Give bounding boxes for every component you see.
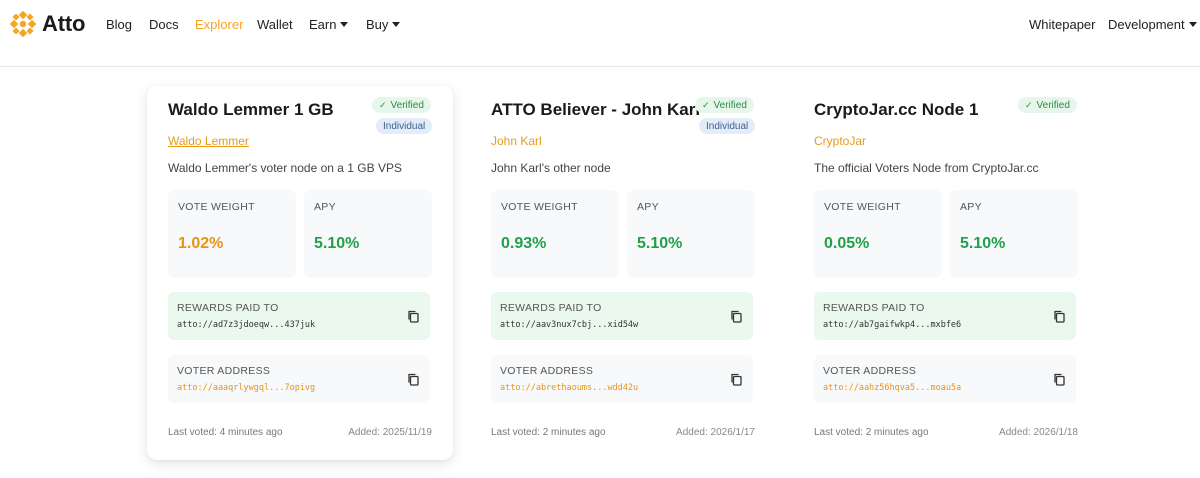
node-description: John Karl's other node	[491, 161, 611, 175]
nav-docs[interactable]: Docs	[149, 17, 179, 32]
voter-address-box: VOTER ADDRESS atto://aahz56hqva5...moau5…	[814, 355, 1076, 403]
apy-label: APY	[314, 201, 336, 213]
check-icon: ✓	[1025, 99, 1033, 110]
voter-address[interactable]: atto://abrethaoums...wdd42u	[500, 383, 639, 393]
last-voted: Last voted: 4 minutes ago	[168, 427, 283, 438]
chevron-down-icon	[392, 22, 401, 27]
copy-icon[interactable]	[730, 373, 742, 386]
nav-wallet[interactable]: Wallet	[257, 17, 293, 32]
voter-node-card[interactable]: CryptoJar.cc Node 1 ✓ Verified CryptoJar…	[793, 86, 1099, 460]
check-icon: ✓	[379, 99, 387, 110]
node-title: CryptoJar.cc Node 1	[814, 100, 979, 119]
nav-buy-label: Buy	[366, 17, 389, 32]
rewards-address: atto://ad7z3jdoeqw...437juk	[177, 320, 316, 330]
vote-weight-label: VOTE WEIGHT	[501, 201, 578, 213]
rewards-label: REWARDS PAID TO	[823, 302, 925, 314]
vote-weight-label: VOTE WEIGHT	[824, 201, 901, 213]
brand-logo[interactable]: Atto	[10, 11, 85, 37]
rewards-address-box: REWARDS PAID TO atto://aav3nux7cbj...xid…	[491, 292, 753, 340]
vote-weight-value: 1.02%	[178, 235, 224, 252]
voter-address-box: VOTER ADDRESS atto://aaaqrlywgql...7opiv…	[168, 355, 430, 403]
apy-value: 5.10%	[637, 235, 683, 252]
verified-badge-label: Verified	[390, 99, 424, 111]
node-title: ATTO Believer - John Karl	[491, 100, 701, 119]
copy-icon[interactable]	[407, 373, 419, 386]
voter-address-label: VOTER ADDRESS	[823, 365, 917, 377]
apy-stat: APY 5.10%	[627, 190, 755, 278]
last-voted: Last voted: 2 minutes ago	[491, 427, 606, 438]
voter-node-card[interactable]: Waldo Lemmer 1 GB ✓ Verified Individual …	[147, 86, 453, 460]
copy-icon[interactable]	[730, 310, 742, 323]
apy-value: 5.10%	[960, 235, 1006, 252]
vote-weight-stat: VOTE WEIGHT 1.02%	[168, 190, 296, 278]
rewards-address-box: REWARDS PAID TO atto://ab7gaifwkp4...mxb…	[814, 292, 1076, 340]
copy-icon[interactable]	[1053, 310, 1065, 323]
owner-link[interactable]: Waldo Lemmer	[168, 134, 249, 148]
added-date: Added: 2026/1/17	[676, 427, 755, 438]
verified-badge: ✓ Verified	[695, 97, 754, 113]
added-date: Added: 2026/1/18	[999, 427, 1078, 438]
voter-address-label: VOTER ADDRESS	[177, 365, 271, 377]
nav-earn-label: Earn	[309, 17, 337, 32]
atto-logo-icon	[10, 11, 36, 37]
added-date: Added: 2025/11/19	[348, 427, 432, 438]
voter-address-box: VOTER ADDRESS atto://abrethaoums...wdd42…	[491, 355, 753, 403]
brand-name: Atto	[42, 11, 86, 36]
voter-address[interactable]: atto://aaaqrlywgql...7opivg	[177, 383, 316, 393]
individual-badge: Individual	[376, 118, 433, 134]
owner-link[interactable]: John Karl	[491, 134, 542, 148]
rewards-address: atto://ab7gaifwkp4...mxbfe6	[823, 320, 962, 330]
check-icon: ✓	[702, 99, 710, 110]
nav-earn-dropdown[interactable]: Earn	[309, 17, 349, 32]
vote-weight-stat: VOTE WEIGHT 0.05%	[814, 190, 942, 278]
chevron-down-icon	[340, 22, 349, 27]
node-title: Waldo Lemmer 1 GB	[168, 100, 334, 119]
apy-label: APY	[637, 201, 659, 213]
copy-icon[interactable]	[1053, 373, 1065, 386]
header-divider	[0, 66, 1200, 67]
chevron-down-icon	[1188, 22, 1197, 27]
voter-address-label: VOTER ADDRESS	[500, 365, 594, 377]
apy-value: 5.10%	[314, 235, 360, 252]
verified-badge: ✓ Verified	[372, 97, 431, 113]
node-description: The official Voters Node from CryptoJar.…	[814, 161, 1039, 175]
nav-blog[interactable]: Blog	[106, 17, 133, 32]
vote-weight-label: VOTE WEIGHT	[178, 201, 255, 213]
rewards-label: REWARDS PAID TO	[500, 302, 602, 314]
nav-development-label: Development	[1108, 17, 1185, 32]
last-voted: Last voted: 2 minutes ago	[814, 427, 929, 438]
verified-badge-label: Verified	[713, 99, 747, 111]
verified-badge: ✓ Verified	[1018, 97, 1077, 113]
vote-weight-value: 0.93%	[501, 235, 547, 252]
apy-stat: APY 5.10%	[950, 190, 1078, 278]
owner-link[interactable]: CryptoJar	[814, 134, 867, 148]
rewards-address-box: REWARDS PAID TO atto://ad7z3jdoeqw...437…	[168, 292, 430, 340]
nav-buy-dropdown[interactable]: Buy	[366, 17, 401, 32]
apy-stat: APY 5.10%	[304, 190, 432, 278]
voter-address[interactable]: atto://aahz56hqva5...moau5a	[823, 383, 962, 393]
rewards-label: REWARDS PAID TO	[177, 302, 279, 314]
vote-weight-value: 0.05%	[824, 235, 870, 252]
vote-weight-stat: VOTE WEIGHT 0.93%	[491, 190, 619, 278]
voter-node-card[interactable]: ATTO Believer - John Karl ✓ Verified Ind…	[470, 86, 776, 460]
individual-badge: Individual	[699, 118, 756, 134]
nav-explorer[interactable]: Explorer	[195, 17, 244, 32]
node-description: Waldo Lemmer's voter node on a 1 GB VPS	[168, 161, 402, 175]
top-navbar: Atto Blog Docs Explorer Wallet Earn Buy …	[0, 0, 1200, 48]
verified-badge-label: Verified	[1036, 99, 1070, 111]
copy-icon[interactable]	[407, 310, 419, 323]
nav-whitepaper[interactable]: Whitepaper	[1029, 17, 1096, 32]
apy-label: APY	[960, 201, 982, 213]
nav-development-dropdown[interactable]: Development	[1108, 17, 1197, 32]
rewards-address: atto://aav3nux7cbj...xid54w	[500, 320, 639, 330]
